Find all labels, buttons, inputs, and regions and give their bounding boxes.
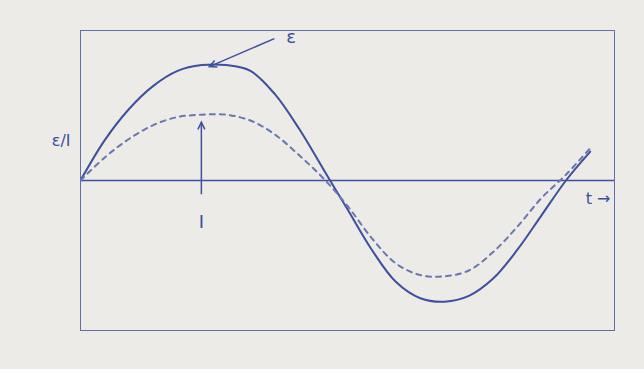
svg-text:t →: t → — [586, 189, 611, 208]
svg-text:I: I — [199, 211, 204, 232]
svg-text:ε/I: ε/I — [52, 131, 71, 150]
svg-text:ε: ε — [286, 26, 296, 47]
